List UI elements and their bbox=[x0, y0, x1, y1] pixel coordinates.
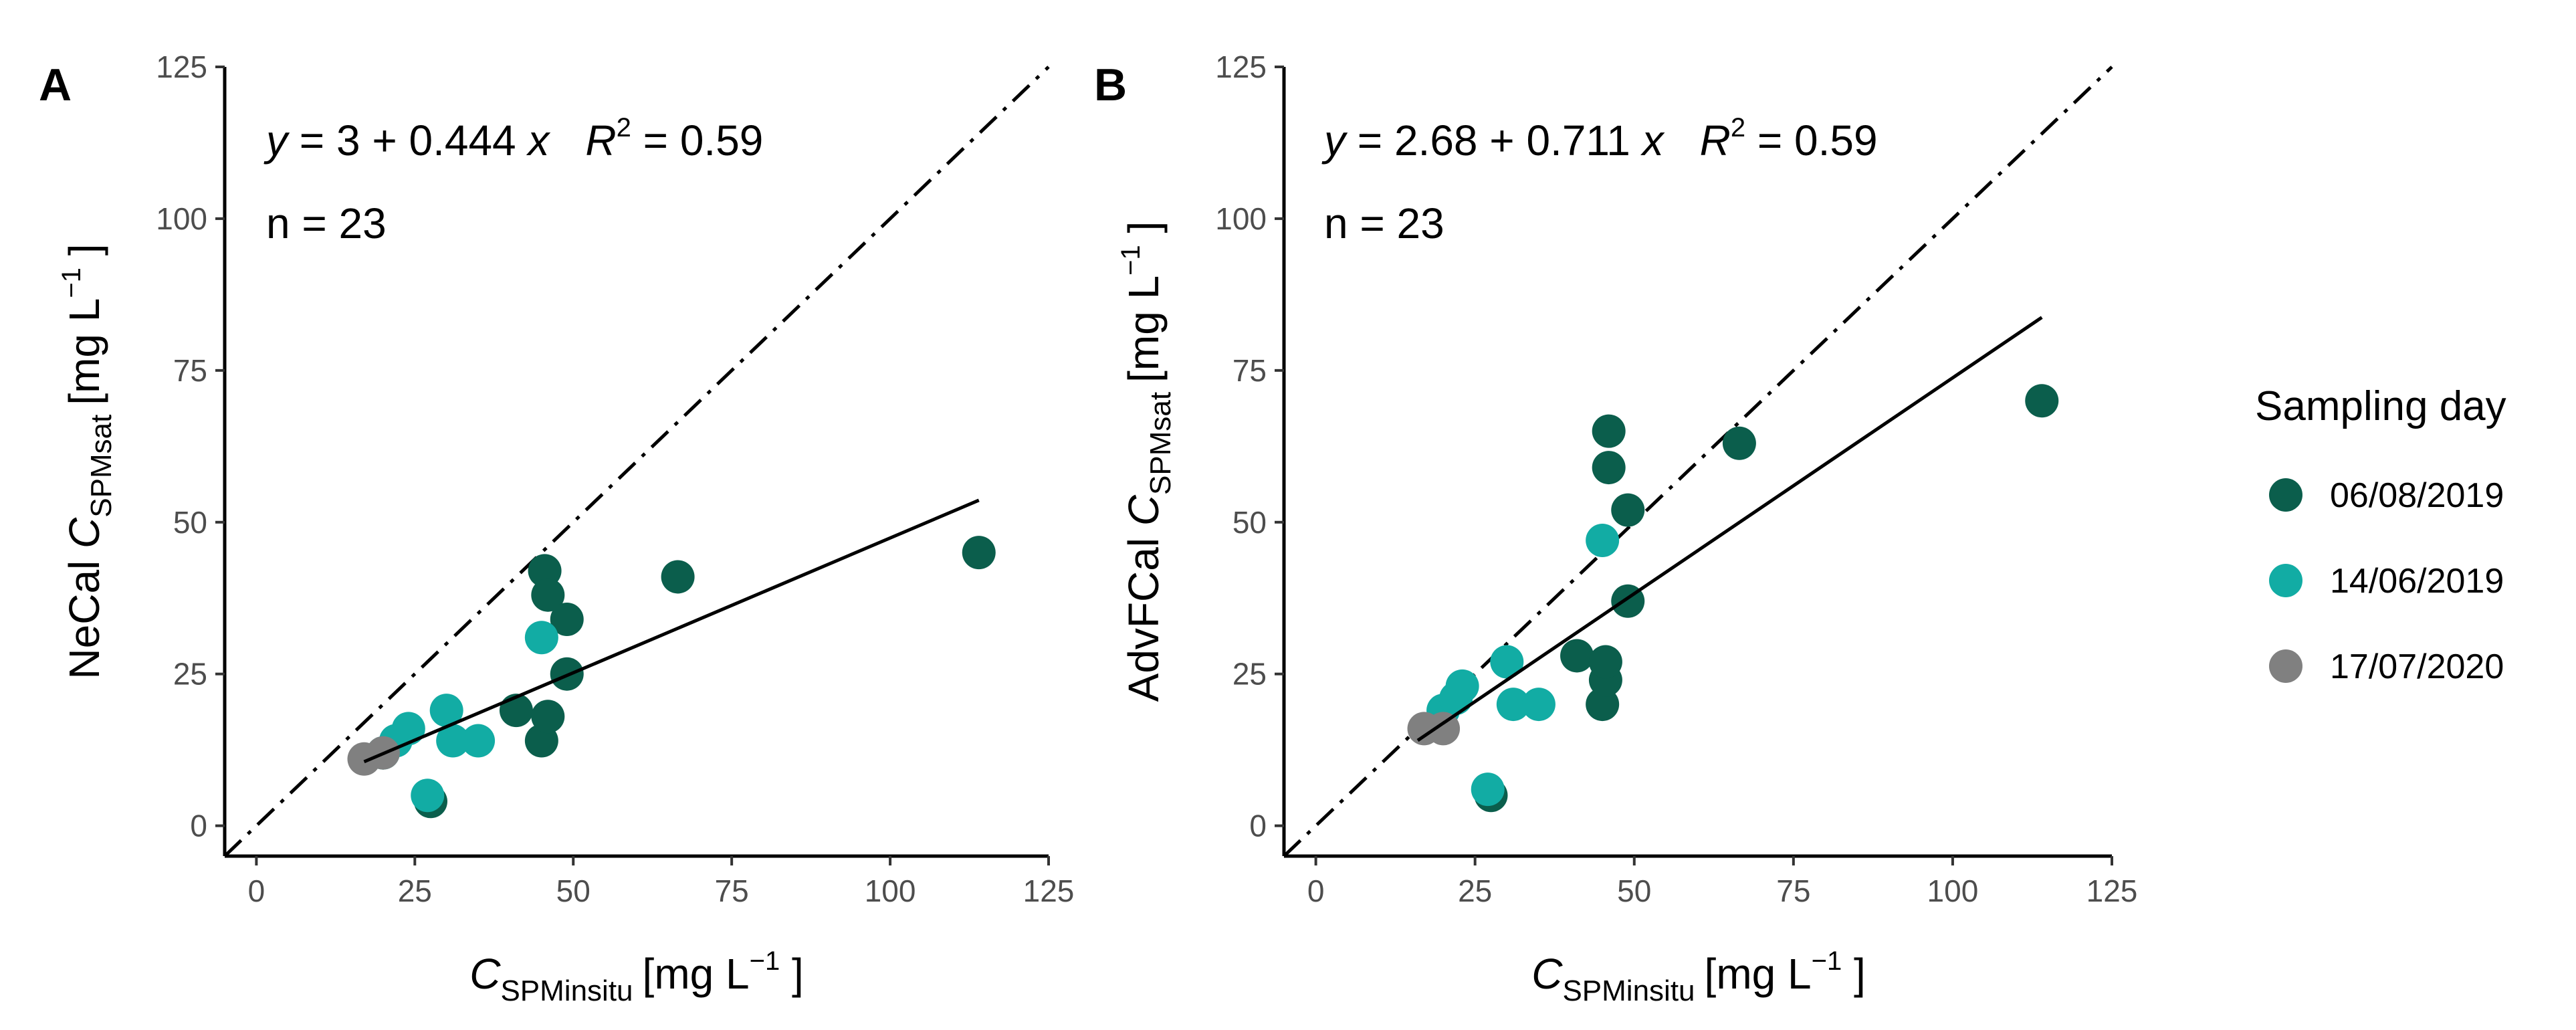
panel-a-x-tick-label: 75 bbox=[715, 873, 749, 908]
panel-a-point bbox=[962, 536, 996, 570]
panel-b-point bbox=[1588, 645, 1622, 679]
legend-title: Sampling day bbox=[2255, 383, 2506, 429]
panel-b-point bbox=[1592, 414, 1626, 448]
panel-a-point bbox=[550, 603, 584, 636]
panel-a-y-tick-label: 75 bbox=[173, 353, 207, 388]
panel-a-point bbox=[661, 560, 695, 594]
panel-a-x-tick-label: 0 bbox=[248, 873, 265, 908]
panel-a-regression-equation: y = 3 + 0.444 x R2 = 0.59 bbox=[263, 113, 763, 165]
panel-a-point bbox=[531, 578, 565, 612]
panel-a-letter: A bbox=[39, 60, 72, 110]
panel-b-x-tick-label: 25 bbox=[1458, 873, 1492, 908]
panel-b-y-tick-label: 50 bbox=[1232, 505, 1267, 540]
panel-b-y-tick-label: 0 bbox=[1249, 809, 1267, 843]
panel-b-point bbox=[1722, 426, 1756, 460]
panel-a-y-tick-label: 0 bbox=[190, 809, 207, 843]
legend-label: 14/06/2019 bbox=[2330, 562, 2504, 601]
panel-a-point bbox=[528, 554, 562, 588]
panel-b: B y = 2.68 + 0.711 x R2 = 0.59 n = 23 CSP… bbox=[1094, 49, 2137, 1007]
panel-a-point bbox=[391, 712, 425, 746]
legend-label: 17/07/2020 bbox=[2330, 647, 2504, 686]
panel-b-point bbox=[1490, 645, 1524, 679]
panel-a-y-tick-label: 125 bbox=[156, 49, 207, 84]
panel-a-point bbox=[461, 724, 496, 758]
panel-b-point bbox=[1445, 669, 1479, 703]
legend-items: 06/08/2019 14/06/2019 17/07/2020 bbox=[2269, 476, 2504, 686]
panel-b-one-to-one-line bbox=[1283, 66, 2113, 857]
panel-a-x-axis-title: CSPMinsitu [mg L−1 ] bbox=[469, 946, 804, 1007]
panel-a-y-tick-label: 100 bbox=[156, 201, 207, 236]
panel-a-x-tick-label: 100 bbox=[865, 873, 916, 908]
panel-a-point bbox=[429, 694, 463, 728]
panel-b-point bbox=[1586, 524, 1620, 557]
panel-b-plot-area bbox=[1283, 66, 2113, 857]
panel-a-x-tick-label: 125 bbox=[1023, 873, 1075, 908]
panel-a-y-tick-label: 25 bbox=[173, 657, 207, 692]
panel-b-point bbox=[1496, 688, 1530, 722]
panel-b-regression-equation: y = 2.68 + 0.711 x R2 = 0.59 bbox=[1321, 113, 1878, 165]
panel-b-x-tick-label: 50 bbox=[1617, 873, 1651, 908]
panel-b-point bbox=[1560, 639, 1594, 673]
panel-b-point bbox=[1471, 772, 1505, 807]
panel-b-point bbox=[1521, 688, 1555, 722]
panel-b-y-tick-label: 100 bbox=[1215, 201, 1267, 236]
panel-b-regression-line bbox=[1416, 316, 2043, 742]
legend-swatch bbox=[2269, 564, 2302, 597]
panel-b-letter: B bbox=[1094, 60, 1127, 110]
panel-a-point bbox=[531, 700, 565, 734]
panel-a-point bbox=[524, 621, 558, 655]
panel-b-point bbox=[1426, 712, 1461, 746]
panel-a-x-tick-label: 50 bbox=[556, 873, 591, 908]
panel-b-x-tick-label: 100 bbox=[1927, 873, 1979, 908]
panel-b-y-axis-title: AdvFCal CSPMsat[mg L−1 ] bbox=[1116, 221, 1177, 702]
panel-a-point bbox=[436, 724, 470, 758]
panel-a-x-tick-label: 25 bbox=[398, 873, 432, 908]
panel-a: A y = 3 + 0.444 x R2 = 0.59 n = 23 CSPMin… bbox=[39, 49, 1074, 1007]
legend-swatch bbox=[2269, 478, 2302, 512]
panel-b-point bbox=[1611, 493, 1645, 527]
panel-b-point bbox=[1592, 451, 1626, 485]
panel-b-y-tick-label: 125 bbox=[1215, 49, 1267, 84]
legend-swatch bbox=[2269, 649, 2302, 683]
legend-label: 06/08/2019 bbox=[2330, 476, 2504, 515]
panel-b-y-tick-label: 25 bbox=[1232, 657, 1267, 692]
panel-b-x-tick-label: 0 bbox=[1307, 873, 1325, 908]
panel-a-plot-area bbox=[223, 66, 1050, 857]
panel-b-sample-count: n = 23 bbox=[1324, 199, 1444, 247]
panel-a-one-to-one-line bbox=[223, 66, 1050, 857]
panel-b-y-tick-label: 75 bbox=[1232, 353, 1267, 388]
panel-b-x-tick-label: 75 bbox=[1776, 873, 1810, 908]
panel-b-x-axis-title: CSPMinsitu [mg L−1 ] bbox=[1531, 946, 1866, 1007]
panel-b-point bbox=[1586, 688, 1620, 722]
panel-a-point bbox=[411, 779, 445, 813]
panel-a-y-tick-label: 50 bbox=[173, 505, 207, 540]
panel-b-x-tick-label: 125 bbox=[2086, 873, 2138, 908]
panel-a-y-axis-title: NeCal CSPMsat[mg L−1 ] bbox=[57, 243, 118, 679]
panel-b-point bbox=[2025, 384, 2059, 418]
panel-a-regression-line bbox=[363, 498, 980, 764]
legend: Sampling day 06/08/2019 14/06/2019 17/07/2… bbox=[2255, 383, 2506, 686]
panel-a-sample-count: n = 23 bbox=[266, 199, 387, 247]
